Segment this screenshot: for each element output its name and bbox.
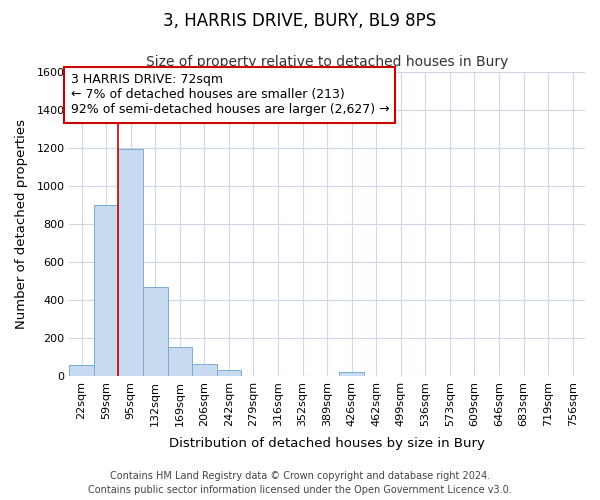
Text: Contains HM Land Registry data © Crown copyright and database right 2024.
Contai: Contains HM Land Registry data © Crown c…	[88, 471, 512, 495]
Bar	[167, 348, 192, 376]
Bar	[143, 288, 167, 376]
Text: 3 HARRIS DRIVE: 72sqm
← 7% of detached houses are smaller (213)
92% of semi-deta: 3 HARRIS DRIVE: 72sqm ← 7% of detached h…	[71, 74, 389, 116]
Bar	[94, 204, 118, 376]
X-axis label: Distribution of detached houses by size in Bury: Distribution of detached houses by size …	[169, 437, 485, 450]
Text: 3, HARRIS DRIVE, BURY, BL9 8PS: 3, HARRIS DRIVE, BURY, BL9 8PS	[163, 12, 437, 30]
Y-axis label: Number of detached properties: Number of detached properties	[15, 118, 28, 328]
Bar	[340, 372, 364, 376]
Bar	[217, 370, 241, 376]
Bar	[192, 364, 217, 376]
Bar	[118, 148, 143, 376]
Title: Size of property relative to detached houses in Bury: Size of property relative to detached ho…	[146, 55, 508, 69]
Bar	[70, 366, 94, 376]
